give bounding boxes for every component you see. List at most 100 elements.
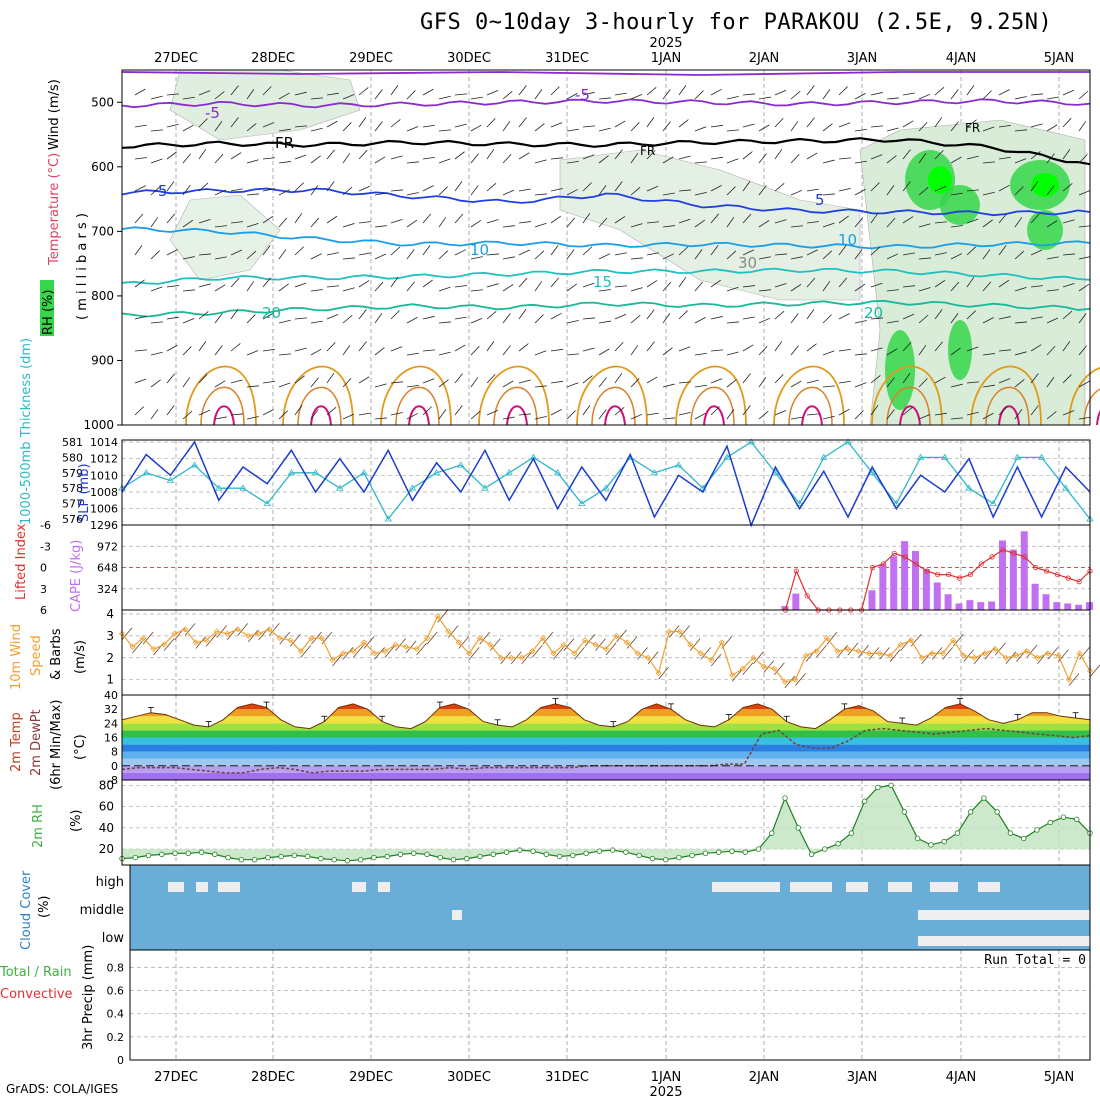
wind-barb xyxy=(326,285,339,288)
wind-barb xyxy=(854,188,866,196)
thickness-marker xyxy=(384,515,392,522)
wind-barb xyxy=(630,186,641,196)
wind-barb xyxy=(290,634,301,647)
wind-barb xyxy=(1026,644,1038,658)
wind-barb xyxy=(902,341,912,352)
wind-barb xyxy=(166,405,175,416)
date-label-bottom: 2JAN xyxy=(749,1070,780,1085)
wind-barb xyxy=(1062,410,1075,416)
wind-barb xyxy=(662,89,671,100)
wind-barb xyxy=(1062,183,1073,192)
boundary-layer-contour xyxy=(703,405,725,426)
wind-barb xyxy=(806,413,819,416)
contour-top xyxy=(121,71,1090,76)
cloud-background xyxy=(130,865,1090,950)
wind-barb xyxy=(422,315,435,320)
wind-barb xyxy=(422,124,435,128)
wind-barb xyxy=(134,185,146,192)
wind-barb xyxy=(678,189,691,192)
rh-marker xyxy=(477,853,483,860)
wind-barb xyxy=(742,285,755,288)
wind-speed-marker xyxy=(876,650,883,657)
wind-barb xyxy=(1062,117,1072,128)
wind-barb xyxy=(534,159,547,164)
cape-tick: 972 xyxy=(97,540,118,553)
wind-speed-marker xyxy=(697,650,704,657)
wind-barb xyxy=(598,377,607,388)
date-label-top: 1JAN xyxy=(651,51,682,66)
axis-label: (6hr Min/Max) xyxy=(49,700,64,790)
date-label-top: 5JAN xyxy=(1044,51,1075,66)
wind-barb xyxy=(678,346,691,352)
wind-speed-marker xyxy=(129,643,136,650)
wind-barb xyxy=(182,289,195,292)
contour-label: 5 xyxy=(815,191,825,209)
slp-tick: 1006 xyxy=(90,503,118,516)
wind-barb xyxy=(870,182,880,192)
wind-barb xyxy=(647,651,659,665)
pressure-tick: 1000 xyxy=(83,418,114,432)
wind-speed-marker xyxy=(350,648,357,655)
wind-barb xyxy=(710,124,723,128)
wind-barb xyxy=(438,95,451,100)
wind-speed-marker xyxy=(760,663,767,670)
thickness-marker xyxy=(989,499,997,506)
cloud-block xyxy=(918,936,1090,946)
wind-barb xyxy=(406,352,419,356)
wind-barb xyxy=(278,353,291,356)
wind-barb xyxy=(166,181,175,192)
rh-marker xyxy=(172,850,178,857)
rh-marker xyxy=(570,852,576,859)
wind-barb xyxy=(422,157,435,160)
wind-barb xyxy=(790,189,803,196)
contour-FR xyxy=(121,137,1091,166)
wind-barb xyxy=(521,651,533,665)
temp-band xyxy=(122,737,1090,745)
wind-barb xyxy=(310,253,322,260)
wind-barb xyxy=(694,249,703,260)
lifted-index-marker xyxy=(1011,550,1017,556)
wind-barb xyxy=(262,409,274,416)
wind-barb xyxy=(726,321,739,324)
wind-barb xyxy=(246,385,259,388)
wind-barb xyxy=(1005,651,1017,665)
rh-marker xyxy=(225,854,231,861)
chart-title: GFS 0~10day 3-hourly for PARAKOU (2.5E, … xyxy=(420,10,1053,35)
wind-barb xyxy=(998,406,1008,416)
rh-marker xyxy=(596,848,603,854)
wind-barb xyxy=(278,249,287,260)
wind-barb xyxy=(822,89,831,100)
wind-barb xyxy=(1030,344,1042,352)
wind-barb xyxy=(854,160,867,164)
thickness-marker xyxy=(578,499,586,506)
rh-marker xyxy=(424,851,430,858)
wind-barb xyxy=(918,287,931,292)
thickness-marker xyxy=(1062,484,1070,491)
wind-barb xyxy=(502,380,514,388)
rh-tick: 60 xyxy=(99,800,114,814)
wind-barb xyxy=(950,281,960,292)
run-total: Run Total = 0 xyxy=(984,953,1086,968)
wind-barb xyxy=(566,382,579,388)
wind-barb xyxy=(406,161,419,164)
wind-speed-marker xyxy=(739,665,746,672)
wind-barb xyxy=(438,286,451,292)
boundary-layer-contour xyxy=(690,386,735,426)
wind-barb xyxy=(518,117,527,128)
wind-barb xyxy=(142,631,154,645)
wind-barb xyxy=(998,279,1010,288)
wind-speed-marker xyxy=(1044,650,1051,657)
wind-barb xyxy=(454,405,463,416)
axis-label: (%) xyxy=(69,810,84,833)
wind-barb xyxy=(353,644,364,658)
rh-marker xyxy=(729,848,735,854)
wind-speed-marker xyxy=(392,641,399,648)
temp-tick: 16 xyxy=(104,732,118,745)
wind-barb xyxy=(1078,416,1091,420)
wind-barb xyxy=(934,279,946,288)
wind-barb xyxy=(182,410,193,420)
wind-barb xyxy=(758,124,770,132)
wind-barb xyxy=(358,185,371,192)
precip-tick: 0.2 xyxy=(107,1031,125,1044)
wind-barb xyxy=(1078,154,1088,164)
